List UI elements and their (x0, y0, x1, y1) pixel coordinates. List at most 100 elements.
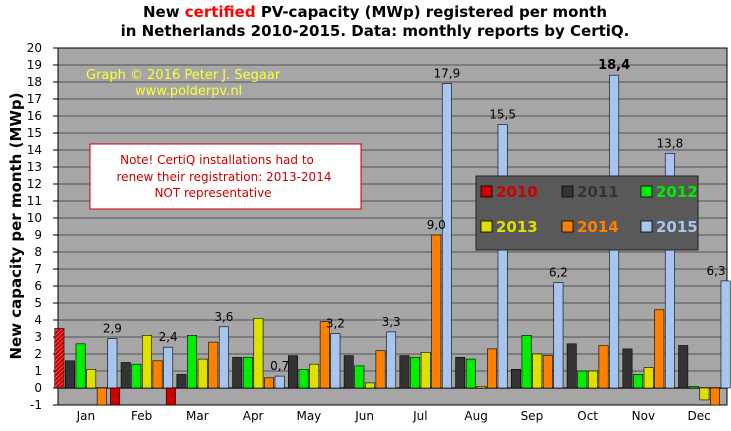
bar-2011-apr (232, 357, 243, 389)
bar-2012-may (298, 368, 309, 389)
bar-2015-dec (720, 280, 731, 389)
bar-2013-feb (141, 334, 152, 389)
x-tick-label: May (296, 409, 321, 423)
x-tick-label: Aug (464, 409, 487, 423)
bar-2014-dec (710, 387, 720, 406)
bar-2012-apr (242, 357, 253, 389)
data-label: 13,8 (657, 136, 684, 150)
bar-2010-mar (165, 387, 176, 406)
bar-2013-sep (532, 353, 543, 389)
data-label: 2,9 (103, 322, 122, 336)
bar-2010-feb (110, 387, 121, 406)
bar-2015-nov (664, 153, 675, 389)
bar-2014-jan (96, 387, 107, 406)
note-box: Note! CertiQ installations had to renew … (89, 143, 362, 210)
bar-2011-sep (511, 368, 521, 389)
data-label: 15,5 (489, 108, 516, 122)
chart-title-line1: New certified PV-capacity (MWp) register… (143, 3, 607, 21)
bar-2013-nov (643, 367, 654, 389)
data-label: 17,9 (434, 67, 461, 81)
legend-label-2010: 2010 (496, 183, 538, 201)
legend-swatch-2014 (561, 220, 574, 233)
data-label: 3,6 (214, 310, 233, 324)
x-axis-ticks: Jan Feb Mar Apr May Jun Jul Aug Sep Oct Nov Dec (76, 409, 711, 423)
legend-label-2011: 2011 (577, 183, 619, 201)
y-tick-label: 8 (34, 245, 42, 259)
data-label: 2,4 (159, 330, 178, 344)
bar-2012-sep (521, 334, 532, 389)
y-tick-label: 5 (34, 296, 42, 310)
legend-swatch-2011 (561, 185, 574, 198)
bar-2015-sep (553, 282, 564, 389)
bar-2014-jul (431, 234, 442, 389)
data-label: 3,2 (326, 317, 345, 331)
bars (54, 74, 731, 406)
y-tick-label: 0 (34, 381, 42, 395)
bar-2014-nov (654, 309, 665, 389)
x-tick-label: Feb (131, 409, 152, 423)
credit-line2: www.polderpv.nl (135, 84, 242, 99)
bar-2014-aug (487, 348, 497, 389)
y-tick-label: 17 (27, 92, 42, 106)
title-certified: certified (185, 3, 256, 21)
bar-2014-feb (152, 360, 163, 389)
y-tick-label: 2 (34, 347, 42, 361)
bar-2015-mar (218, 326, 229, 389)
y-tick-label: 10 (27, 211, 42, 225)
bar-2013-jun (364, 382, 375, 389)
y-tick-label: 7 (34, 262, 42, 276)
x-tick-label: Dec (688, 409, 711, 423)
y-tick-label: 20 (27, 41, 42, 55)
y-axis-label: New capacity per month (MWp) (7, 92, 25, 359)
bar-2014-jun (375, 350, 386, 389)
data-label: 6,2 (549, 266, 568, 280)
bar-2012-jun (354, 365, 365, 389)
y-tick-label: 1 (34, 364, 42, 378)
x-tick-label: Oct (577, 409, 598, 423)
x-tick-label: Apr (243, 409, 264, 423)
y-tick-label: 14 (27, 143, 42, 157)
y-tick-label: 15 (27, 126, 42, 140)
y-tick-label: 19 (27, 58, 42, 72)
data-labels: 2,9 2,4 3,6 0,7 3,2 3,3 17,9 9,0 15,5 6,2 18,4 13,8… (103, 58, 726, 373)
bar-2013-apr (253, 317, 264, 389)
bar-2015-jul (441, 83, 452, 389)
y-tick-label: 18 (27, 75, 42, 89)
x-tick-label: Nov (632, 409, 655, 423)
bar-2011-mar (176, 374, 187, 389)
y-tick-label: 11 (27, 194, 42, 208)
note-line2: renew their registration: 2013-2014 (117, 170, 332, 184)
y-tick-label: 6 (34, 279, 42, 293)
bar-2012-jul (410, 357, 421, 389)
x-tick-label: Jul (412, 409, 427, 423)
bar-2012-jan (75, 343, 86, 389)
data-label: 18,4 (598, 58, 630, 73)
bar-2011-jun (343, 355, 354, 389)
credit-line1: Graph © 2016 Peter J. Segaar (86, 68, 281, 83)
bar-2012-dec (688, 385, 699, 389)
data-label: 6,3 (706, 264, 725, 278)
y-tick-label: 9 (34, 228, 42, 242)
legend-swatch-2015 (640, 220, 653, 233)
bar-2014-sep (542, 355, 553, 389)
bar-2013-mar (197, 358, 208, 389)
bar-2013-aug (476, 385, 487, 389)
legend-swatch-2012 (640, 185, 653, 198)
x-tick-label: Sep (521, 409, 544, 423)
bar-2012-aug (465, 358, 476, 389)
x-tick-label: Jun (354, 409, 374, 423)
note-line3: NOT representative (154, 186, 271, 200)
y-tick-label: 3 (34, 330, 42, 344)
legend-label-2013: 2013 (496, 218, 538, 236)
bar-2014-oct (598, 345, 609, 389)
legend-bg (475, 175, 699, 251)
bar-2015-may (330, 333, 341, 389)
bar-2011-jul (399, 355, 410, 389)
note-box-bg (89, 143, 362, 210)
data-label: 9,0 (427, 218, 446, 232)
bar-2015-aug (497, 124, 508, 389)
legend-label-2012: 2012 (656, 183, 698, 201)
legend-swatch-2010 (480, 185, 493, 198)
y-tick-label: -1 (30, 398, 42, 412)
